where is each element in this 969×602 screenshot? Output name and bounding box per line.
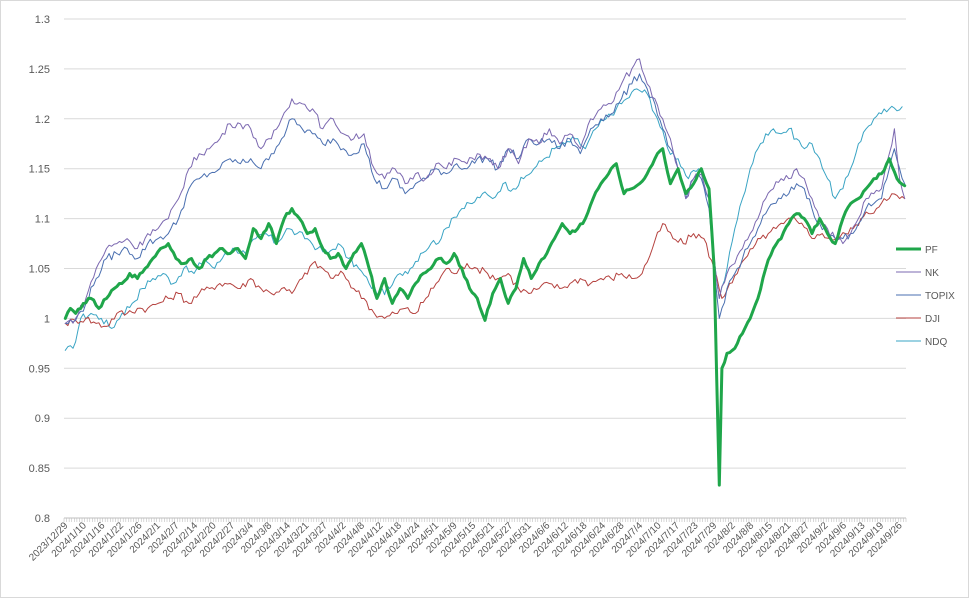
series-line-dji (64, 193, 906, 328)
legend-label-nk: NK (925, 268, 939, 279)
series-line-pf (63, 147, 907, 487)
legend-label-pf: PF (925, 245, 938, 256)
legend: PF NK TOPIX DJI NDQ (896, 245, 955, 348)
y-axis-tick-labels: 1.3 1.25 1.2 1.15 1.1 1.05 1 0.95 0.9 0.85 0.8 (29, 14, 50, 525)
legend-label-dji: DJI (925, 314, 940, 325)
series-line-ndq (64, 88, 903, 351)
gridlines (64, 18, 906, 519)
y-tick-label: 1 (44, 313, 50, 325)
y-tick-label: 0.9 (35, 413, 50, 425)
series-line-nk (64, 58, 906, 324)
y-tick-label: 0.85 (29, 463, 50, 475)
y-tick-label: 1.2 (35, 114, 50, 126)
y-tick-label: 1.1 (35, 214, 50, 226)
legend-label-topix: TOPIX (925, 291, 955, 302)
y-tick-label: 1.15 (29, 164, 50, 176)
legend-label-ndq: NDQ (925, 337, 947, 348)
y-tick-label: 1.3 (35, 14, 50, 26)
y-tick-label: 0.95 (29, 363, 50, 375)
series-line-topix (64, 73, 906, 325)
x-axis: 2023/12/292024/1/102024/1/162024/1/22202… (27, 517, 907, 564)
y-tick-label: 0.8 (35, 513, 50, 525)
y-tick-label: 1.05 (29, 264, 50, 276)
y-tick-label: 1.25 (29, 64, 50, 76)
series-lines (63, 58, 907, 487)
